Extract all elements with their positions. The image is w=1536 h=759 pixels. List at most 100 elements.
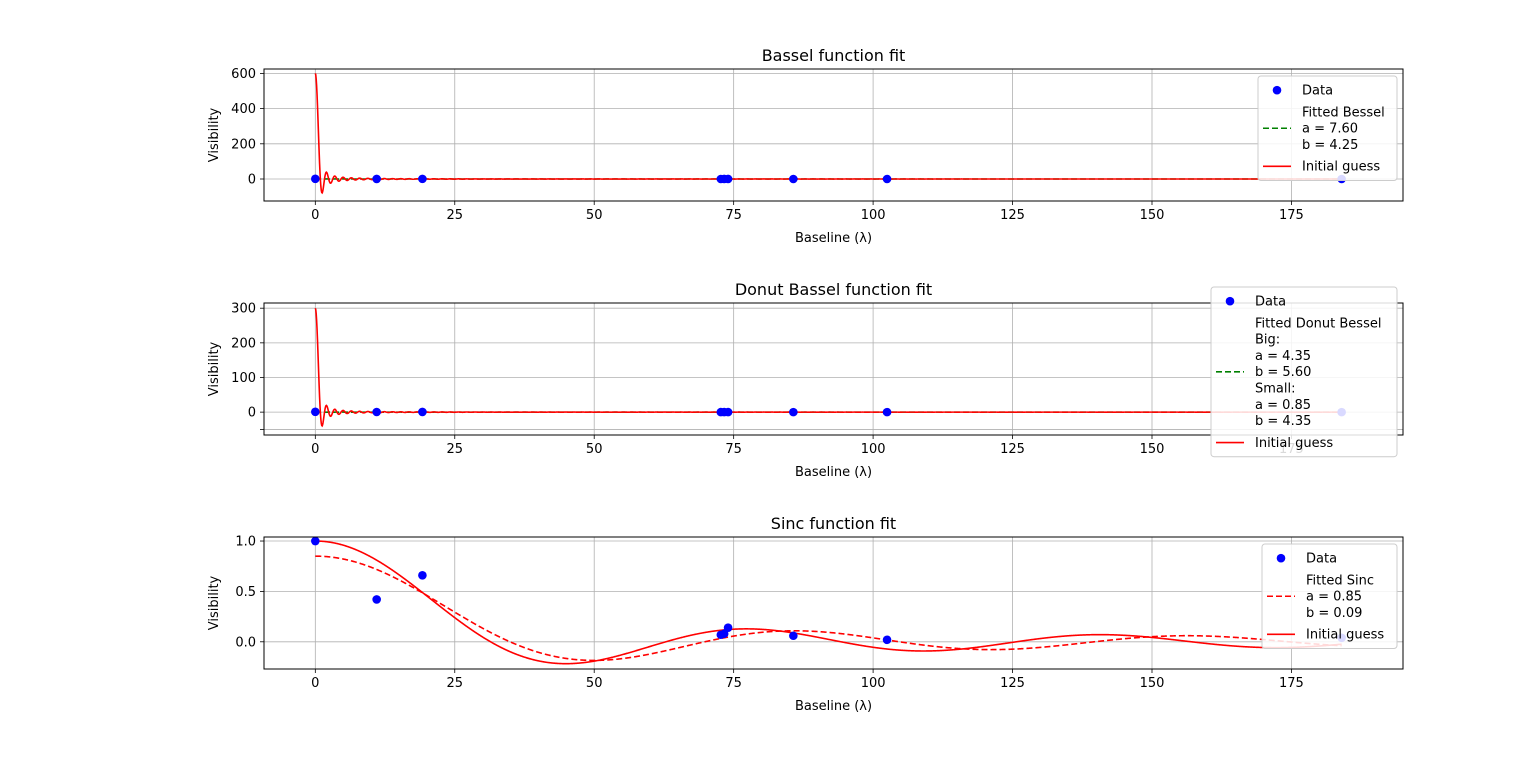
y-tick-label: 200 (231, 137, 256, 152)
x-tick-label: 150 (1140, 676, 1165, 691)
fitted-curve-line (315, 555, 1342, 662)
legend-box (1210, 286, 1398, 458)
x-tick-label: 75 (725, 208, 742, 223)
legend-label: b = 5.60 (1255, 365, 1311, 380)
x-tick-label: 150 (1140, 208, 1165, 223)
y-tick-label: 0 (248, 406, 256, 421)
legend: Data Fitted Sinc a = 0.85b = 0.09 Initial g… (1261, 543, 1398, 649)
legend-label: Data (1255, 295, 1286, 310)
y-tick-label: 0.0 (235, 635, 256, 650)
legend-label: Data (1302, 84, 1333, 99)
legend-marker (1225, 296, 1235, 306)
legend-item-2: Fitted Bessel a = 7.60b = 4.25 (1263, 105, 1385, 153)
legend-label: Initial guess (1255, 436, 1333, 451)
legend-label: b = 0.09 (1306, 606, 1362, 621)
x-tick-label: 75 (725, 442, 742, 457)
data-point-7 (882, 174, 892, 184)
legend-label: a = 7.60 (1302, 122, 1358, 137)
legend-label: a = 0.85 (1255, 398, 1311, 413)
legend-marker (1276, 553, 1286, 563)
data-point-7 (882, 407, 892, 417)
subplots: 0 25 50 75 100 125 150 175 0 200 400 600 Bassel func… (207, 46, 1404, 714)
x-tick-label: 75 (725, 676, 742, 691)
data-point-1 (372, 174, 381, 184)
legend-label: b = 4.25 (1302, 138, 1358, 153)
x-tick-label: 0 (311, 208, 319, 223)
y-tick-label: 0.5 (235, 585, 256, 600)
plot-area (314, 73, 1342, 195)
x-tick-label: 100 (861, 442, 886, 457)
data-point-5 (723, 623, 733, 632)
y-tick-label: 200 (231, 336, 256, 351)
x-tick-label: 25 (446, 676, 463, 691)
legend-item-1: Data (1272, 84, 1333, 99)
legend-label: Fitted Donut Bessel (1255, 316, 1381, 331)
chart-title: Sinc function fit (771, 514, 896, 533)
legend: Data Fitted Bessel a = 7.60b = 4.25 Initial… (1257, 75, 1398, 181)
x-tick-label: 125 (1000, 208, 1025, 223)
legend-label: Big: (1255, 333, 1280, 348)
subplot-1: 0 25 50 75 100 125 150 175 0 200 400 600 Bassel func… (207, 46, 1404, 246)
legend-item-1: Data (1276, 552, 1337, 567)
initial-guess-line (314, 307, 1342, 428)
legend-label: a = 4.35 (1255, 349, 1311, 364)
axes-frame (263, 302, 1404, 436)
data-point-0 (311, 536, 320, 546)
axes-frame (263, 68, 1404, 202)
data-point-5 (723, 174, 733, 184)
legend-label: Small: (1255, 382, 1296, 397)
x-axis-label: Baseline (λ) (795, 231, 872, 246)
x-tick-label: 50 (586, 442, 603, 457)
axes-frame (263, 536, 1404, 670)
subplot-3: 0 25 50 75 100 125 150 175 0.0 0.5 1.0 Sinc functio… (207, 514, 1404, 714)
x-tick-label: 0 (311, 676, 319, 691)
legend-box (1261, 543, 1398, 649)
x-tick-label: 100 (861, 208, 886, 223)
legend-box (1257, 75, 1398, 181)
x-tick-label: 150 (1140, 442, 1165, 457)
legend-marker (1272, 85, 1282, 95)
y-tick-label: 1.0 (235, 535, 256, 550)
x-tick-label: 125 (1000, 676, 1025, 691)
legend-item-3: Initial guess (1267, 628, 1384, 643)
data-point-0 (311, 407, 320, 417)
legend-label: Initial guess (1302, 160, 1380, 175)
subplot-2: 02550751001251501750100200300Donut Basse… (207, 280, 1404, 480)
legend-label: a = 0.85 (1306, 590, 1362, 605)
initial-guess-line (315, 540, 1342, 665)
x-tick-label: 50 (586, 208, 603, 223)
legend: Data Fitted Donut Bessel Big:a = 4.35b = 5… (1210, 286, 1398, 458)
legend-item-1: Data (1225, 295, 1286, 310)
plot-area (315, 540, 1342, 665)
data-point-0 (311, 174, 320, 184)
data-point-7 (882, 635, 892, 645)
legend-item-2: Fitted Donut Bessel Big:a = 4.35b = 5.60 S… (1216, 316, 1381, 429)
x-tick-label: 25 (446, 208, 463, 223)
y-axis-label: Visibility (207, 341, 222, 396)
legend-item-3: Initial guess (1216, 436, 1333, 451)
data-point-5 (723, 407, 733, 417)
y-axis-label: Visibility (207, 575, 222, 630)
data-point-6 (789, 407, 798, 417)
y-tick-label: 100 (231, 371, 256, 386)
y-tick-label: 600 (231, 67, 256, 82)
legend-label: Fitted Bessel (1302, 105, 1385, 120)
data-point-6 (789, 631, 798, 641)
legend-item-2: Fitted Sinc a = 0.85b = 0.09 (1267, 573, 1374, 621)
y-tick-label: 400 (231, 102, 256, 117)
x-tick-label: 0 (311, 442, 319, 457)
chart-title: Donut Bassel function fit (735, 280, 932, 299)
y-tick-label: 300 (231, 302, 256, 317)
x-tick-label: 25 (446, 442, 463, 457)
data-point-2 (418, 407, 427, 417)
data-point-2 (418, 570, 427, 580)
x-tick-label: 125 (1000, 442, 1025, 457)
x-tick-label: 50 (586, 676, 603, 691)
legend-label: b = 4.35 (1255, 414, 1311, 429)
data-point-2 (418, 174, 427, 184)
x-axis-label: Baseline (λ) (795, 699, 872, 714)
x-axis-label: Baseline (λ) (795, 465, 872, 480)
x-tick-label: 175 (1279, 208, 1304, 223)
legend-item-3: Initial guess (1263, 160, 1380, 175)
